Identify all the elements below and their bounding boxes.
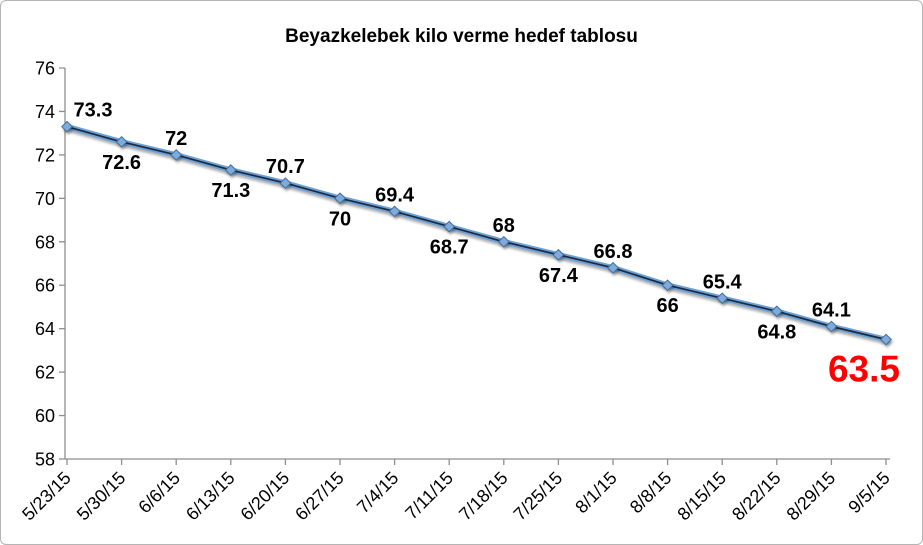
y-axis-tick-label: 70	[35, 189, 55, 209]
x-axis-tick-label: 6/20/15	[237, 468, 294, 525]
y-axis-tick-label: 58	[35, 450, 55, 470]
y-axis-tick-label: 64	[35, 319, 55, 339]
data-point-marker	[607, 261, 619, 274]
data-point-label: 64.8	[757, 321, 796, 343]
data-point-label: 70.7	[266, 156, 305, 178]
x-axis-tick-label: 7/4/15	[353, 468, 403, 518]
data-point-label: 68	[493, 215, 515, 237]
x-axis-tick-label: 8/15/15	[673, 468, 730, 525]
x-axis-tick-label: 7/11/15	[401, 468, 457, 524]
data-point-marker	[443, 220, 456, 233]
data-point-marker	[497, 235, 510, 248]
data-point-label: 66	[656, 295, 678, 317]
x-axis-tick-label: 7/18/15	[455, 468, 512, 525]
chart-title: Beyazkelebek kilo verme hedef tablosu	[285, 26, 638, 47]
y-axis-tick-label: 68	[35, 232, 55, 252]
data-point-label: 73.3	[74, 100, 113, 122]
data-point-label: 72.6	[102, 152, 141, 174]
data-point-marker	[279, 177, 292, 190]
data-point-marker	[880, 333, 892, 346]
x-axis-tick-label: 7/25/15	[510, 468, 567, 525]
data-point-label: 71.3	[211, 180, 250, 202]
data-point-marker	[388, 205, 401, 218]
data-point-marker	[661, 279, 674, 292]
x-axis-tick-label: 6/27/15	[291, 468, 348, 525]
y-axis-tick-label: 72	[35, 145, 55, 165]
series-line-core	[66, 125, 887, 341]
final-value-label: 63.5	[828, 349, 900, 390]
x-axis-tick-label: 6/13/15	[182, 468, 239, 525]
data-point-marker	[115, 135, 128, 148]
data-point-label: 70	[329, 208, 351, 230]
y-axis-tick-label: 62	[35, 363, 55, 383]
data-point-marker	[170, 148, 183, 161]
data-point-label: 68.7	[430, 237, 469, 259]
y-axis-tick-label: 66	[35, 276, 55, 296]
data-point-marker	[224, 164, 237, 177]
data-point-label: 69.4	[375, 184, 415, 206]
data-point-marker	[552, 248, 565, 261]
data-point-marker	[825, 320, 838, 333]
x-axis-tick-label: 9/5/15	[844, 468, 894, 518]
x-axis-tick-label: 8/22/15	[728, 468, 785, 525]
x-axis-tick-label: 8/8/15	[626, 468, 676, 518]
data-point-label: 67.4	[539, 265, 579, 287]
data-point-label: 64.1	[812, 300, 851, 322]
data-point-label: 65.4	[703, 271, 743, 293]
x-axis-tick-label: 8/1/15	[571, 468, 621, 518]
data-point-label: 72	[165, 128, 187, 150]
x-axis-tick-label: 5/30/15	[73, 468, 130, 525]
data-point-marker	[61, 120, 73, 133]
data-point-marker	[770, 305, 783, 318]
x-axis-tick-label: 8/29/15	[783, 468, 840, 525]
data-point-marker	[334, 192, 346, 205]
x-axis-tick-label: 6/6/15	[134, 468, 184, 518]
x-axis-tick-label: 5/23/15	[18, 468, 75, 525]
y-axis-tick-label: 74	[35, 102, 55, 122]
y-axis-tick-label: 60	[35, 406, 55, 426]
data-point-label: 66.8	[594, 241, 633, 263]
y-axis-tick-label: 76	[35, 59, 55, 79]
data-point-marker	[716, 292, 729, 305]
